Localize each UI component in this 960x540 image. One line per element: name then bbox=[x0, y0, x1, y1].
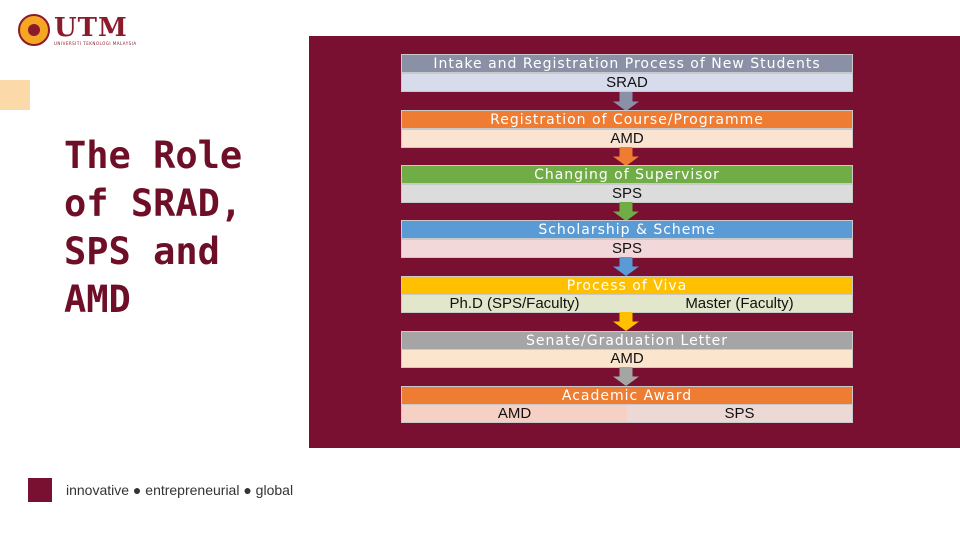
logo-subtitle: UNIVERSITI TEKNOLOGI MALAYSIA bbox=[54, 40, 137, 46]
step-5-body-left: Ph.D (SPS/Faculty) bbox=[449, 295, 580, 312]
step-1-body: SRAD bbox=[401, 73, 853, 92]
step-5-arrow-icon bbox=[613, 312, 639, 331]
step-4-title: Scholarship & Scheme bbox=[401, 220, 853, 239]
logo-wordmark: UTM bbox=[54, 12, 128, 43]
accent-square bbox=[0, 80, 30, 110]
footer-square bbox=[28, 478, 52, 502]
step-6-title: Senate/Graduation Letter bbox=[401, 331, 853, 350]
utm-seal-icon bbox=[18, 14, 50, 46]
step-2-body: AMD bbox=[401, 129, 853, 148]
step-5-title: Process of Viva bbox=[401, 276, 853, 295]
step-6-body: AMD bbox=[401, 349, 853, 368]
step-7-body-left: AMD bbox=[497, 405, 532, 422]
step-2-arrow-icon bbox=[613, 147, 639, 166]
step-3-title: Changing of Supervisor bbox=[401, 165, 853, 184]
step-4-body: SPS bbox=[401, 239, 853, 258]
utm-logo: UTM UNIVERSITI TEKNOLOGI MALAYSIA bbox=[18, 12, 137, 48]
step-3-body: SPS bbox=[401, 184, 853, 203]
step-1-title: Intake and Registration Process of New S… bbox=[401, 54, 853, 73]
step-5-body: Ph.D (SPS/Faculty) Master (Faculty) bbox=[401, 294, 853, 313]
step-7-title: Academic Award bbox=[401, 386, 853, 405]
step-5-body-right: Master (Faculty) bbox=[685, 295, 794, 312]
slide-title: The Role of SRAD, SPS and AMD bbox=[64, 134, 243, 321]
step-2-title: Registration of Course/Programme bbox=[401, 110, 853, 129]
step-4-arrow-icon bbox=[613, 257, 639, 276]
step-1-arrow-icon bbox=[613, 92, 639, 111]
step-3-arrow-icon bbox=[613, 202, 639, 221]
step-7-body-right: SPS bbox=[627, 405, 852, 422]
tagline: innovative ● entrepreneurial ● global bbox=[66, 482, 294, 498]
step-6-arrow-icon bbox=[613, 367, 639, 386]
step-7-body: AMD SPS bbox=[401, 404, 853, 423]
